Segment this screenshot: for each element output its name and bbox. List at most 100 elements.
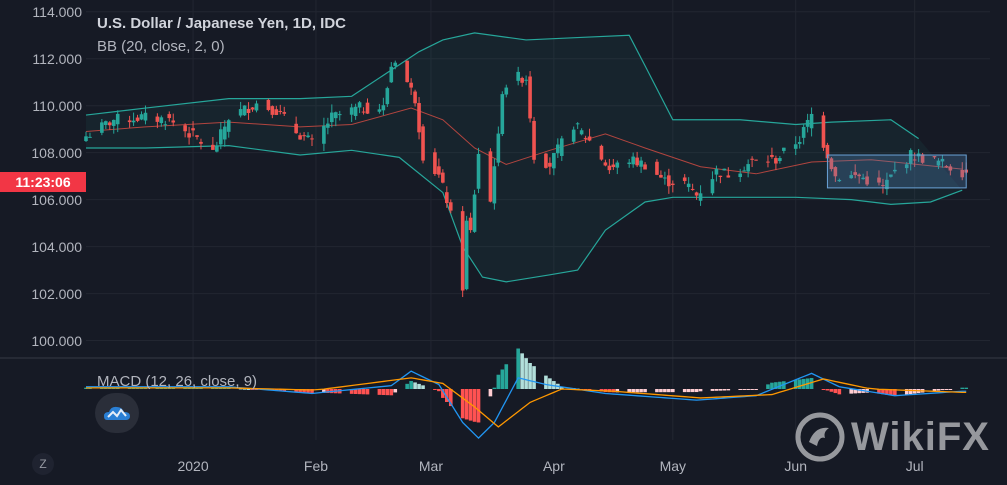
macd-histogram-bar xyxy=(413,382,417,389)
macd-histogram-bar xyxy=(710,389,715,391)
candle-body xyxy=(111,119,116,126)
macd-histogram-bar xyxy=(552,381,556,389)
candle-body xyxy=(139,114,144,120)
candle-body xyxy=(710,179,715,194)
candle-body xyxy=(191,128,195,131)
candle-body xyxy=(663,177,667,179)
bb-fill xyxy=(86,32,963,282)
wikifx-watermark: WikiFX xyxy=(795,412,990,462)
macd-histogram-bar xyxy=(448,389,453,407)
candle-body xyxy=(778,158,782,162)
candle-body xyxy=(183,125,187,132)
candle-body xyxy=(893,169,897,172)
candle-body xyxy=(417,103,421,133)
macd-histogram-bar xyxy=(377,389,382,395)
macd-histogram-bar xyxy=(627,389,631,393)
macd-histogram-bar xyxy=(694,389,699,393)
candle-body xyxy=(445,192,449,204)
candle-body xyxy=(171,120,176,123)
candle-body xyxy=(532,120,536,160)
macd-histogram-bar xyxy=(441,389,445,398)
candle-body xyxy=(667,175,671,187)
macd-line xyxy=(86,370,967,439)
candle-body xyxy=(960,169,965,178)
bb-legend[interactable]: BB (20, close, 2, 0) xyxy=(97,38,225,55)
macd-histogram-bar xyxy=(643,389,647,393)
candle-body xyxy=(326,123,330,128)
macd-histogram-bar xyxy=(766,384,770,389)
macd-histogram-bar xyxy=(516,348,520,389)
macd-histogram-bar xyxy=(278,389,283,392)
price-axis-label: 108.000 xyxy=(31,144,82,161)
candle-body xyxy=(107,122,112,126)
candle-body xyxy=(520,77,524,83)
candle-body xyxy=(770,154,774,157)
candle-body xyxy=(782,147,786,151)
candle-body xyxy=(833,167,838,177)
candle-body xyxy=(441,172,445,183)
price-axis-label: 110.000 xyxy=(32,97,82,114)
macd-histogram-bar xyxy=(421,385,425,389)
wikifx-logo-icon xyxy=(795,412,845,462)
macd-histogram-bar xyxy=(960,387,965,389)
scale-button[interactable]: Z xyxy=(32,453,54,475)
candle-body xyxy=(686,183,691,188)
candle-body xyxy=(274,109,279,115)
macd-histogram-bar xyxy=(857,389,861,394)
candle-body xyxy=(322,125,326,144)
candle-body xyxy=(516,71,520,81)
candle-body xyxy=(682,177,687,181)
macd-legend[interactable]: MACD (12, 26, close, 9) xyxy=(97,373,258,390)
candle-body xyxy=(920,154,925,163)
macd-histogram-bar xyxy=(690,389,695,393)
macd-histogram-bar xyxy=(801,378,806,389)
candle-body xyxy=(825,144,830,159)
candle-body xyxy=(496,133,501,163)
tradingview-logo-button[interactable] xyxy=(95,393,139,433)
candle-body xyxy=(330,112,334,123)
candle-body xyxy=(187,133,191,138)
macd-histogram-bar xyxy=(940,389,945,391)
candle-body xyxy=(298,135,302,140)
candle-body xyxy=(587,136,592,141)
macd-histogram-bar xyxy=(472,389,477,422)
candle-body xyxy=(246,108,251,113)
macd-histogram-bar xyxy=(405,383,409,389)
candle-body xyxy=(353,106,358,116)
price-axis-label: 104.000 xyxy=(31,238,82,255)
cloud-chart-icon xyxy=(104,406,130,420)
time-axis-label: May xyxy=(659,458,687,474)
candle-body xyxy=(714,168,719,175)
macd-histogram-bar xyxy=(282,389,287,392)
macd-histogram-bar xyxy=(746,389,750,390)
candle-body xyxy=(88,136,92,138)
price-axis-label: 112.000 xyxy=(32,50,82,67)
candle-body xyxy=(84,136,88,142)
macd-histogram-bar xyxy=(750,389,754,390)
candle-body xyxy=(571,129,576,142)
macd-histogram-bar xyxy=(893,389,897,396)
candle-body xyxy=(349,107,354,115)
price-axis-label: 114.000 xyxy=(32,3,82,20)
candle-body xyxy=(377,109,382,112)
candle-body xyxy=(877,177,881,183)
candle-body xyxy=(575,123,580,125)
candle-body xyxy=(409,82,413,88)
candle-body xyxy=(460,211,465,291)
macd-histogram-bar xyxy=(353,389,358,394)
macd-histogram-bar xyxy=(877,389,881,394)
macd-histogram-bar xyxy=(726,389,731,391)
macd-histogram-bar xyxy=(908,389,913,395)
macd-histogram-bar xyxy=(322,389,326,393)
macd-histogram-bar xyxy=(829,389,834,392)
candle-body xyxy=(500,94,505,135)
macd-histogram-bar xyxy=(635,389,639,393)
macd-histogram-bar xyxy=(294,389,298,393)
macd-histogram-bar xyxy=(504,364,509,389)
selection-box xyxy=(826,154,967,189)
candle-body xyxy=(294,123,298,134)
macd-histogram-bar xyxy=(837,389,842,395)
candle-body xyxy=(448,202,453,211)
candle-body xyxy=(690,188,695,190)
